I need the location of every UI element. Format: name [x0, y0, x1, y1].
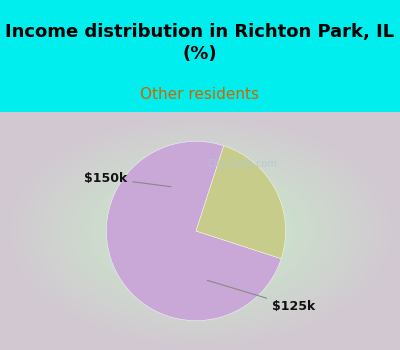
Wedge shape [106, 141, 281, 321]
Wedge shape [196, 146, 286, 259]
Text: Income distribution in Richton Park, IL
(%): Income distribution in Richton Park, IL … [6, 23, 394, 63]
Text: City-Data.com: City-Data.com [207, 159, 277, 169]
Text: $150k: $150k [84, 172, 171, 187]
Text: $125k: $125k [207, 280, 316, 313]
Text: Other residents: Other residents [140, 87, 260, 101]
